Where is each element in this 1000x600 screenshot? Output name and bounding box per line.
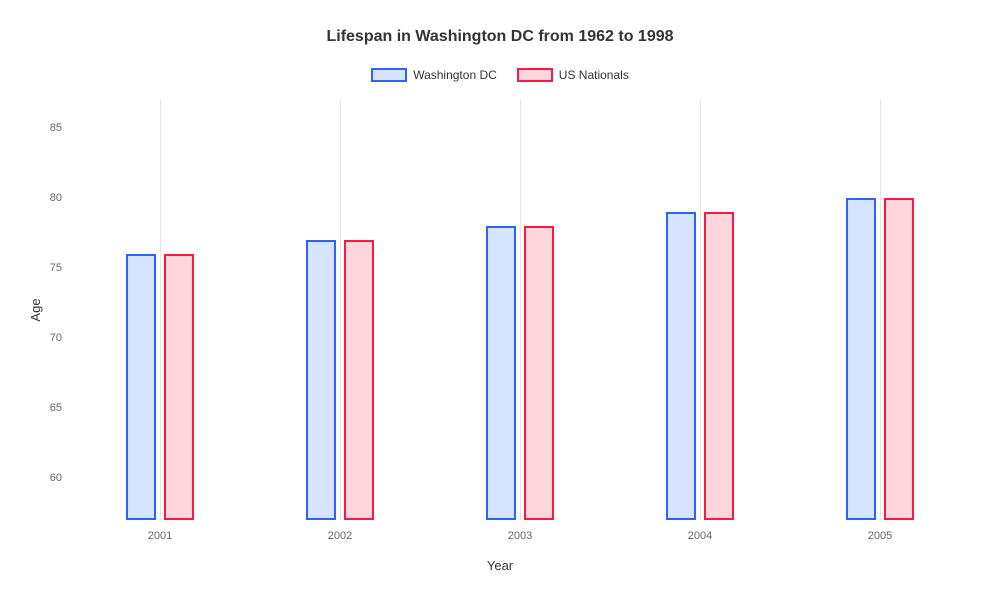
grid-line-vertical: [340, 100, 341, 520]
grid-line-vertical: [700, 100, 701, 520]
bar-us-nationals-2004[interactable]: [704, 212, 734, 520]
bar-us-nationals-2001[interactable]: [164, 254, 194, 520]
y-tick-label: 65: [50, 402, 62, 414]
y-tick-label: 60: [50, 472, 62, 484]
grid-line-vertical: [880, 100, 881, 520]
bar-us-nationals-2003[interactable]: [524, 226, 554, 520]
bar-washington-dc-2005[interactable]: [846, 198, 876, 520]
x-tick-label: 2005: [868, 530, 892, 542]
bar-washington-dc-2003[interactable]: [486, 226, 516, 520]
y-tick-label: 85: [50, 122, 62, 134]
bar-us-nationals-2002[interactable]: [344, 240, 374, 520]
legend-label: Washington DC: [413, 68, 497, 82]
x-tick-label: 2003: [508, 530, 532, 542]
bar-us-nationals-2005[interactable]: [884, 198, 914, 520]
legend-swatch: [371, 68, 407, 82]
x-tick-label: 2004: [688, 530, 712, 542]
legend-item-0[interactable]: Washington DC: [371, 68, 497, 82]
y-tick-label: 75: [50, 262, 62, 274]
y-axis-title: Age: [28, 298, 43, 321]
legend-swatch: [517, 68, 553, 82]
bar-washington-dc-2001[interactable]: [126, 254, 156, 520]
x-axis-title: Year: [487, 558, 513, 573]
grid-line-vertical: [160, 100, 161, 520]
bar-washington-dc-2004[interactable]: [666, 212, 696, 520]
legend-label: US Nationals: [559, 68, 629, 82]
legend-item-1[interactable]: US Nationals: [517, 68, 629, 82]
plot-area: 20012002200320042005606570758085: [70, 100, 970, 520]
chart-container: Lifespan in Washington DC from 1962 to 1…: [0, 0, 1000, 600]
x-tick-label: 2001: [148, 530, 172, 542]
y-tick-label: 80: [50, 192, 62, 204]
bar-washington-dc-2002[interactable]: [306, 240, 336, 520]
chart-title: Lifespan in Washington DC from 1962 to 1…: [0, 0, 1000, 46]
legend: Washington DC US Nationals: [0, 68, 1000, 82]
y-tick-label: 70: [50, 332, 62, 344]
grid-line-vertical: [520, 100, 521, 520]
x-tick-label: 2002: [328, 530, 352, 542]
